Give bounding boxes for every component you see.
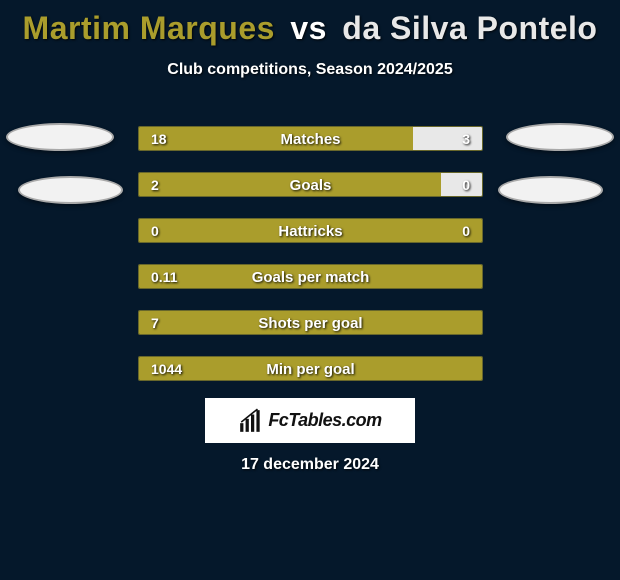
stats-container: Matches183 Goals20 Hattricks00 Goals per ma… <box>138 126 483 402</box>
player2-badge-1 <box>506 123 614 151</box>
stat-row: Shots per goal7 <box>138 310 483 335</box>
subtitle: Club competitions, Season 2024/2025 <box>0 61 620 79</box>
date-text: 17 december 2024 <box>0 456 620 474</box>
bar-player2 <box>413 127 482 150</box>
fctables-logo: FcTables.com <box>205 398 415 443</box>
bar-player1 <box>139 219 482 242</box>
stat-row: Min per goal1044 <box>138 356 483 381</box>
bar-player1 <box>139 265 482 288</box>
player2-name: da Silva Pontelo <box>342 10 597 46</box>
stat-row: Matches183 <box>138 126 483 151</box>
bar-player1 <box>139 357 482 380</box>
chart-icon <box>238 408 264 434</box>
vs-text: vs <box>290 10 327 46</box>
comparison-title: Martim Marques vs da Silva Pontelo <box>0 0 620 47</box>
logo-text: FcTables.com <box>268 410 381 431</box>
bar-player1 <box>139 173 441 196</box>
stat-row: Goals per match0.11 <box>138 264 483 289</box>
player1-badge-1 <box>6 123 114 151</box>
bar-player2 <box>441 173 482 196</box>
player1-name: Martim Marques <box>23 10 275 46</box>
stat-row: Hattricks00 <box>138 218 483 243</box>
player2-badge-2 <box>498 176 603 204</box>
bar-player1 <box>139 311 482 334</box>
bar-player1 <box>139 127 413 150</box>
stat-row: Goals20 <box>138 172 483 197</box>
player1-badge-2 <box>18 176 123 204</box>
